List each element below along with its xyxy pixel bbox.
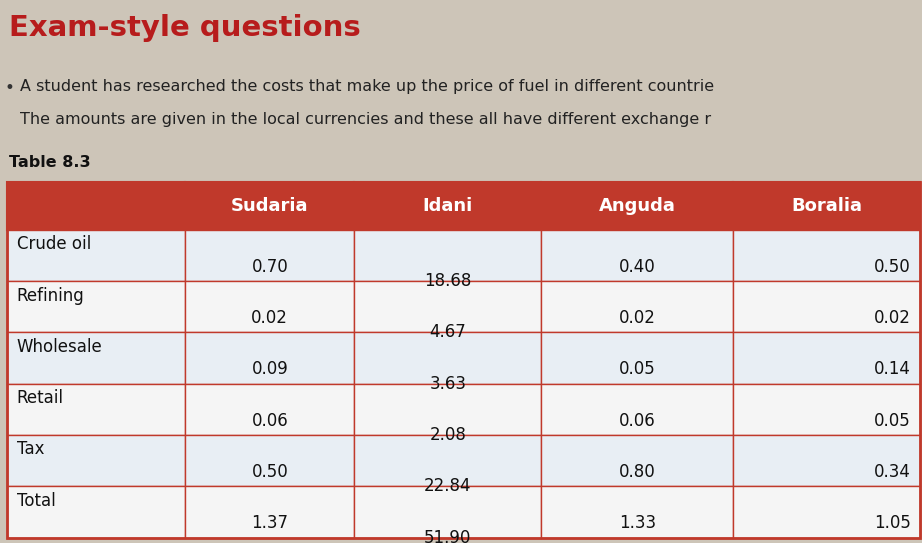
Bar: [733, 182, 920, 230]
Bar: [185, 487, 354, 538]
Bar: [541, 384, 733, 435]
Bar: [185, 281, 354, 332]
Bar: [541, 182, 733, 230]
Bar: [354, 487, 541, 538]
Bar: [733, 332, 920, 384]
Text: 2.08: 2.08: [430, 426, 467, 444]
Bar: [7, 384, 185, 435]
Bar: [7, 332, 185, 384]
Bar: [733, 435, 920, 487]
Bar: [354, 332, 541, 384]
Bar: [354, 281, 541, 332]
Bar: [733, 487, 920, 538]
Bar: [354, 182, 541, 230]
Bar: [541, 281, 733, 332]
Bar: [354, 384, 541, 435]
Text: 0.05: 0.05: [619, 361, 656, 378]
Bar: [354, 230, 541, 281]
Text: 0.40: 0.40: [619, 258, 656, 276]
Text: Total: Total: [17, 492, 55, 510]
Text: 0.06: 0.06: [619, 412, 656, 430]
Text: 0.02: 0.02: [619, 309, 656, 327]
Text: Retail: Retail: [17, 389, 64, 407]
Text: Wholesale: Wholesale: [17, 338, 102, 356]
Bar: [541, 332, 733, 384]
Bar: [733, 281, 920, 332]
Text: 0.50: 0.50: [252, 463, 289, 481]
Bar: [185, 332, 354, 384]
Text: Refining: Refining: [17, 287, 84, 305]
Bar: [185, 230, 354, 281]
Bar: [541, 487, 733, 538]
Bar: [185, 182, 354, 230]
Text: 1.37: 1.37: [252, 514, 289, 532]
Bar: [7, 230, 185, 281]
Text: 0.06: 0.06: [252, 412, 289, 430]
Bar: [354, 435, 541, 487]
Bar: [7, 435, 185, 487]
Bar: [733, 230, 920, 281]
Text: 0.34: 0.34: [874, 463, 911, 481]
Bar: [7, 182, 920, 538]
Text: Table 8.3: Table 8.3: [9, 155, 91, 170]
Text: 0.02: 0.02: [874, 309, 911, 327]
Text: 1.05: 1.05: [874, 514, 911, 532]
Text: Tax: Tax: [17, 440, 44, 458]
Text: 0.02: 0.02: [252, 309, 289, 327]
Text: 3.63: 3.63: [430, 375, 467, 393]
Bar: [185, 384, 354, 435]
Text: 4.67: 4.67: [430, 324, 467, 342]
Text: 18.68: 18.68: [424, 272, 471, 290]
Text: Anguda: Anguda: [598, 197, 676, 215]
Text: Crude oil: Crude oil: [17, 235, 91, 254]
Text: Sudaria: Sudaria: [231, 197, 309, 215]
Bar: [541, 230, 733, 281]
Text: 51.90: 51.90: [424, 528, 471, 543]
Text: 1.33: 1.33: [619, 514, 656, 532]
Text: 0.50: 0.50: [874, 258, 911, 276]
Text: Idani: Idani: [422, 197, 473, 215]
Text: 0.70: 0.70: [252, 258, 289, 276]
Text: A student has researched the costs that make up the price of fuel in different c: A student has researched the costs that …: [20, 79, 715, 94]
Bar: [541, 435, 733, 487]
Text: 0.09: 0.09: [252, 361, 289, 378]
Text: 22.84: 22.84: [424, 477, 471, 495]
Bar: [7, 281, 185, 332]
Text: 0.14: 0.14: [874, 361, 911, 378]
Text: •: •: [5, 79, 15, 97]
Text: 0.05: 0.05: [874, 412, 911, 430]
Bar: [7, 487, 185, 538]
Bar: [7, 182, 185, 230]
Text: Boralia: Boralia: [791, 197, 862, 215]
Bar: [733, 384, 920, 435]
Text: Exam-style questions: Exam-style questions: [9, 14, 361, 42]
Text: 0.80: 0.80: [619, 463, 656, 481]
Text: The amounts are given in the local currencies and these all have different excha: The amounts are given in the local curre…: [20, 112, 712, 128]
Bar: [185, 435, 354, 487]
